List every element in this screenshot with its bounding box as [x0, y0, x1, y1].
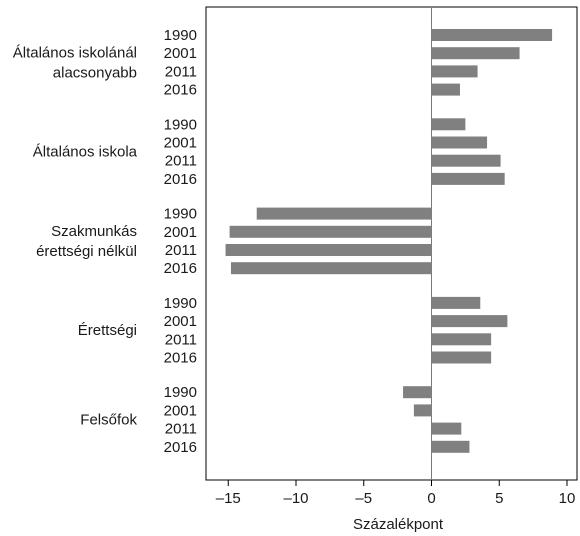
x-tick-label: 10	[559, 490, 576, 507]
bar-2-2001	[229, 225, 432, 238]
year-label: 2016	[164, 82, 197, 99]
year-label: 1990	[164, 384, 197, 401]
group-label: Szakmunkás	[51, 223, 137, 240]
year-label: 2011	[165, 63, 197, 80]
x-tick-label: –15	[216, 490, 241, 507]
group-label: Felsőfok	[80, 412, 137, 429]
year-label: 2011	[165, 331, 197, 348]
year-label: 2011	[165, 421, 197, 438]
x-tick-label: 0	[427, 490, 435, 507]
year-label: 2011	[165, 242, 197, 259]
bar-2-1990	[256, 207, 432, 220]
bar-3-2016	[431, 351, 492, 364]
x-axis-layer: –15 –10 –5 0 5 10	[216, 480, 576, 507]
year-label: 1990	[164, 116, 197, 133]
x-tick-label: –10	[283, 490, 308, 507]
bars-layer	[225, 29, 553, 453]
year-label: 2016	[164, 260, 197, 277]
bar-1-2001	[431, 136, 488, 149]
group-label: Érettségi	[78, 322, 137, 339]
bar-3-2011	[431, 333, 492, 346]
group-label: alacsonyabb	[53, 64, 137, 81]
bar-1-2016	[431, 172, 505, 185]
bar-4-1990	[403, 386, 432, 399]
year-label: 1990	[164, 27, 197, 44]
year-label: 2001	[164, 135, 197, 152]
year-label: 2001	[164, 224, 197, 241]
year-label: 2001	[164, 313, 197, 330]
bar-1-1990	[431, 118, 466, 131]
year-label: 1990	[164, 206, 197, 223]
year-label: 2011	[165, 153, 197, 170]
year-label: 2016	[164, 439, 197, 456]
year-label: 2001	[164, 402, 197, 419]
year-label: 2001	[164, 45, 197, 62]
group-label: érettségi nélkül	[36, 243, 137, 260]
year-label: 2016	[164, 350, 197, 367]
bar-0-2001	[431, 47, 520, 60]
year-label: 1990	[164, 295, 197, 312]
bar-2-2011	[225, 244, 432, 256]
bar-0-2016	[431, 83, 460, 96]
bar-0-1990	[431, 29, 553, 41]
bar-1-2011	[431, 154, 501, 167]
bar-0-2011	[431, 65, 478, 78]
bar-4-2001	[413, 404, 432, 417]
bar-4-2011	[431, 422, 462, 435]
bar-4-2016	[431, 440, 470, 453]
x-tick-label: 5	[495, 490, 503, 507]
x-axis-title: Százalékpont	[353, 516, 444, 533]
bar-3-2001	[431, 315, 508, 328]
group-label: Általános iskola	[33, 144, 138, 161]
group-label: Általános iskolánál	[13, 44, 137, 61]
plot-frame	[205, 6, 578, 481]
bar-3-1990	[431, 296, 481, 309]
bar-2-2016	[230, 262, 432, 275]
x-tick-label: –5	[355, 490, 372, 507]
year-label: 2016	[164, 171, 197, 188]
